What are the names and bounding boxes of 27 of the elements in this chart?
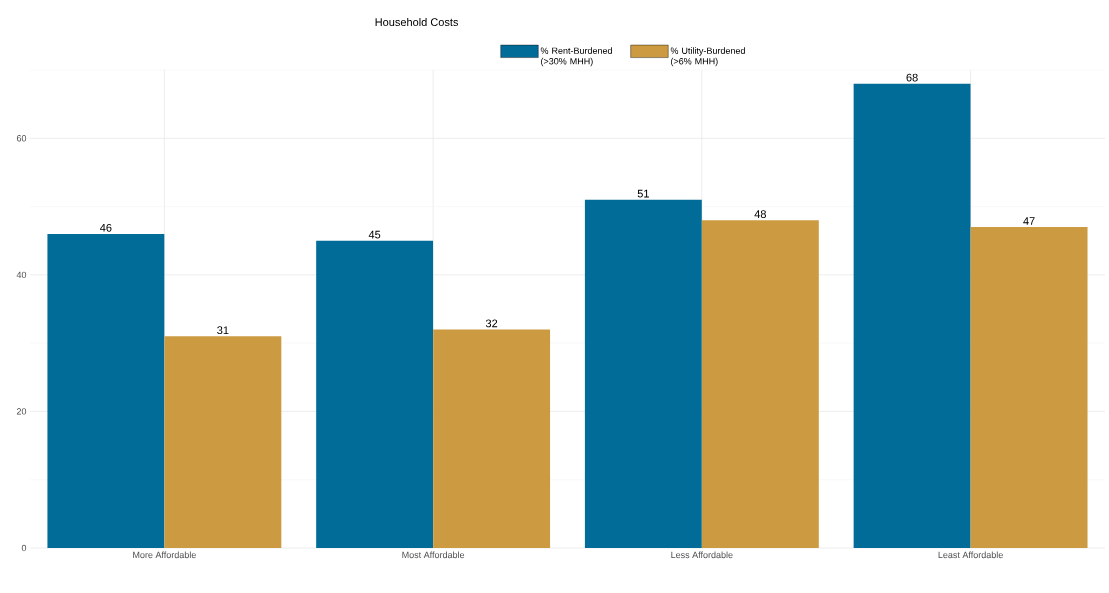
bar: [584, 199, 702, 548]
legend-label: % Rent-Burdened (>30% MHH): [540, 47, 612, 67]
legend-title: Household Costs: [375, 17, 459, 27]
x-tick-label: Less Affordable: [671, 551, 733, 559]
x-tick-label: Least Affordable: [938, 551, 1003, 559]
data-label: 51: [637, 189, 649, 198]
y-tick-label: 60: [16, 135, 27, 142]
data-label: 32: [485, 319, 498, 328]
x-tick-label: More Affordable: [133, 551, 196, 559]
bar: [853, 83, 971, 548]
legend-label: % Utility-Burdened (>6% MHH): [670, 47, 745, 67]
bar: [970, 227, 1088, 548]
bar: [47, 233, 165, 548]
data-label: 45: [368, 230, 381, 239]
x-tick-label: Most Affordable: [402, 551, 465, 559]
y-tick-label: 20: [16, 408, 27, 415]
y-tick-label: 0: [21, 544, 27, 552]
data-label: 48: [754, 210, 766, 219]
data-label: 47: [1023, 217, 1035, 225]
bar: [433, 329, 551, 548]
y-tick-label: 40: [16, 271, 27, 279]
bar: [164, 336, 282, 548]
data-label: 46: [100, 223, 112, 232]
data-label: 31: [217, 326, 229, 335]
bar: [701, 220, 819, 548]
bar: [316, 240, 434, 548]
data-label: 68: [906, 73, 918, 82]
